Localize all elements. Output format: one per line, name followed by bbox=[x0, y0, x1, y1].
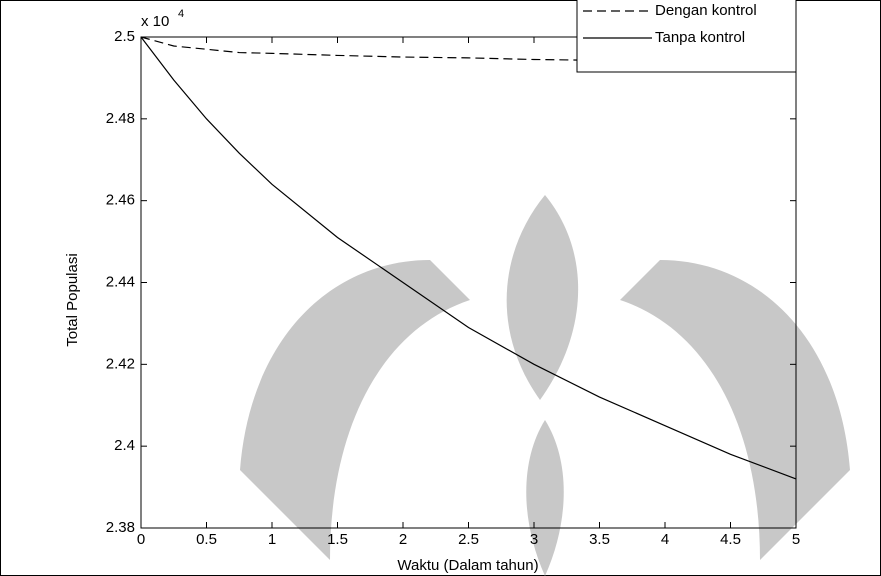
y-multiplier: x 10 bbox=[141, 13, 169, 30]
x-tick-label: 3.5 bbox=[589, 531, 610, 548]
x-tick-label: 5 bbox=[792, 531, 800, 548]
watermark bbox=[240, 195, 850, 576]
y-tick-label: 2.44 bbox=[106, 273, 135, 290]
y-tick-label: 2.5 bbox=[114, 28, 135, 45]
y-tick-label: 2.42 bbox=[106, 355, 135, 372]
x-tick-label: 4.5 bbox=[720, 531, 741, 548]
legend-box bbox=[576, 0, 797, 73]
x-tick-label: 0.5 bbox=[196, 531, 217, 548]
x-tick-label: 1.5 bbox=[327, 531, 348, 548]
y-tick-label: 2.46 bbox=[106, 192, 135, 209]
x-tick-label: 4 bbox=[661, 531, 669, 548]
watermark-leaf bbox=[506, 195, 579, 400]
y-tick-label: 2.4 bbox=[114, 437, 135, 454]
x-axis-label: Waktu (Dalam tahun) bbox=[397, 557, 538, 574]
x-tick-label: 1 bbox=[268, 531, 276, 548]
watermark-leaf bbox=[620, 260, 850, 560]
x-tick-label: 3 bbox=[530, 531, 538, 548]
x-tick-label: 2.5 bbox=[458, 531, 479, 548]
x-tick-label: 0 bbox=[137, 531, 145, 548]
legend-label: Dengan kontrol bbox=[655, 2, 757, 19]
y-tick-label: 2.48 bbox=[106, 110, 135, 127]
watermark-leaf bbox=[526, 420, 564, 576]
y-multiplier-exponent: 4 bbox=[178, 8, 184, 20]
y-axis-label: Total Populasi bbox=[64, 253, 81, 346]
x-tick-label: 2 bbox=[399, 531, 407, 548]
watermark-leaf bbox=[240, 260, 470, 560]
legend-label: Tanpa kontrol bbox=[655, 29, 745, 46]
y-tick-label: 2.38 bbox=[106, 519, 135, 536]
series-line bbox=[140, 36, 797, 480]
